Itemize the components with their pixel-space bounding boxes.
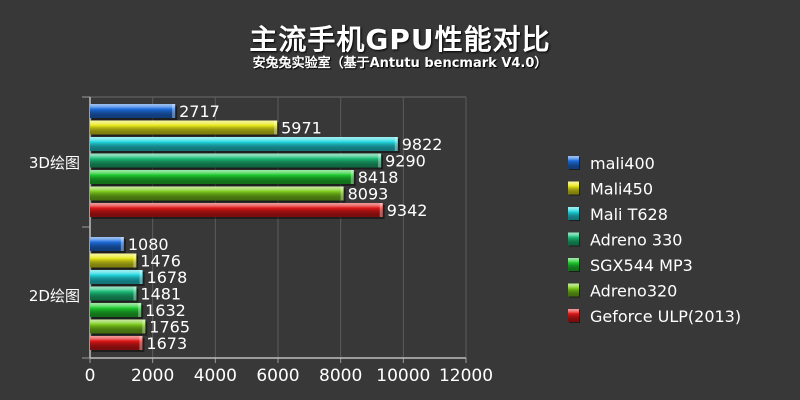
- bar-highlight: [90, 303, 142, 317]
- data-label: 8093: [348, 185, 389, 204]
- bar-highlight: [90, 336, 143, 350]
- data-label: 1481: [140, 285, 181, 304]
- x-tick-label: 10000: [376, 366, 430, 386]
- bar-highlight: [90, 137, 398, 151]
- bar-end-cap: [172, 104, 176, 118]
- legend-swatch-highlight: [568, 283, 579, 297]
- bar-highlight: [90, 153, 382, 168]
- legend-swatch-highlight: [568, 181, 579, 195]
- bar-highlight: [90, 253, 137, 268]
- data-label: 1080: [128, 235, 169, 254]
- bar-end-cap: [142, 319, 146, 334]
- data-label: 1632: [145, 301, 186, 320]
- legend-label: Adreno320: [590, 282, 677, 301]
- data-label: 9342: [387, 201, 428, 220]
- legend-swatch-highlight: [568, 309, 579, 322]
- bar-highlight: [90, 270, 143, 284]
- legend-label: mali400: [590, 154, 655, 173]
- x-tick-label: 6000: [256, 366, 299, 386]
- category-label: 3D绘图: [29, 154, 80, 172]
- chart-title: 主流手机GPU性能对比: [249, 23, 551, 56]
- legend-label: SGX544 MP3: [590, 256, 693, 275]
- bar-end-cap: [139, 336, 143, 350]
- legend-label: Adreno 330: [590, 231, 682, 250]
- data-label: 1765: [149, 318, 190, 337]
- bar-end-cap: [274, 120, 278, 135]
- data-label: 1476: [140, 252, 181, 271]
- bar-highlight: [90, 286, 137, 301]
- category-label: 2D绘图: [29, 287, 80, 305]
- legend-swatch-highlight: [568, 207, 579, 220]
- bar-end-cap: [378, 153, 382, 168]
- bar-highlight: [90, 237, 124, 251]
- bar-highlight: [90, 186, 344, 201]
- bar-end-cap: [379, 203, 383, 217]
- data-label: 2717: [179, 102, 220, 121]
- bar-end-cap: [139, 270, 143, 284]
- bar-highlight: [90, 104, 176, 118]
- data-label: 1673: [146, 334, 187, 353]
- bar-highlight: [90, 203, 383, 217]
- chart-subtitle: 安兔兔实验室（基于Antutu bencmark V4.0）: [252, 56, 548, 71]
- data-label: 1678: [147, 268, 188, 287]
- bar-end-cap: [120, 237, 124, 251]
- bar-end-cap: [138, 303, 142, 317]
- data-label: 9290: [385, 152, 426, 171]
- data-label: 5971: [281, 119, 322, 138]
- x-tick-label: 0: [85, 366, 96, 386]
- bar-end-cap: [133, 253, 137, 268]
- bar-end-cap: [394, 137, 398, 151]
- x-tick-label: 8000: [319, 366, 362, 386]
- x-tick-label: 12000: [439, 366, 493, 386]
- legend-swatch-highlight: [568, 258, 579, 271]
- x-tick-label: 2000: [131, 366, 174, 386]
- legend-swatch-highlight: [568, 156, 579, 169]
- legend-label: Mali T628: [590, 205, 668, 224]
- legend-swatch-highlight: [568, 232, 579, 246]
- bar-end-cap: [350, 170, 354, 184]
- data-label: 9822: [402, 135, 443, 154]
- legend-label: Geforce ULP(2013): [590, 307, 741, 326]
- x-tick-label: 4000: [194, 366, 237, 386]
- bar-highlight: [90, 319, 146, 334]
- bar-end-cap: [340, 186, 344, 201]
- bar-highlight: [90, 120, 278, 135]
- bar-end-cap: [133, 286, 137, 301]
- bar-highlight: [90, 170, 354, 184]
- legend-label: Mali450: [590, 180, 653, 199]
- data-label: 8418: [358, 168, 399, 187]
